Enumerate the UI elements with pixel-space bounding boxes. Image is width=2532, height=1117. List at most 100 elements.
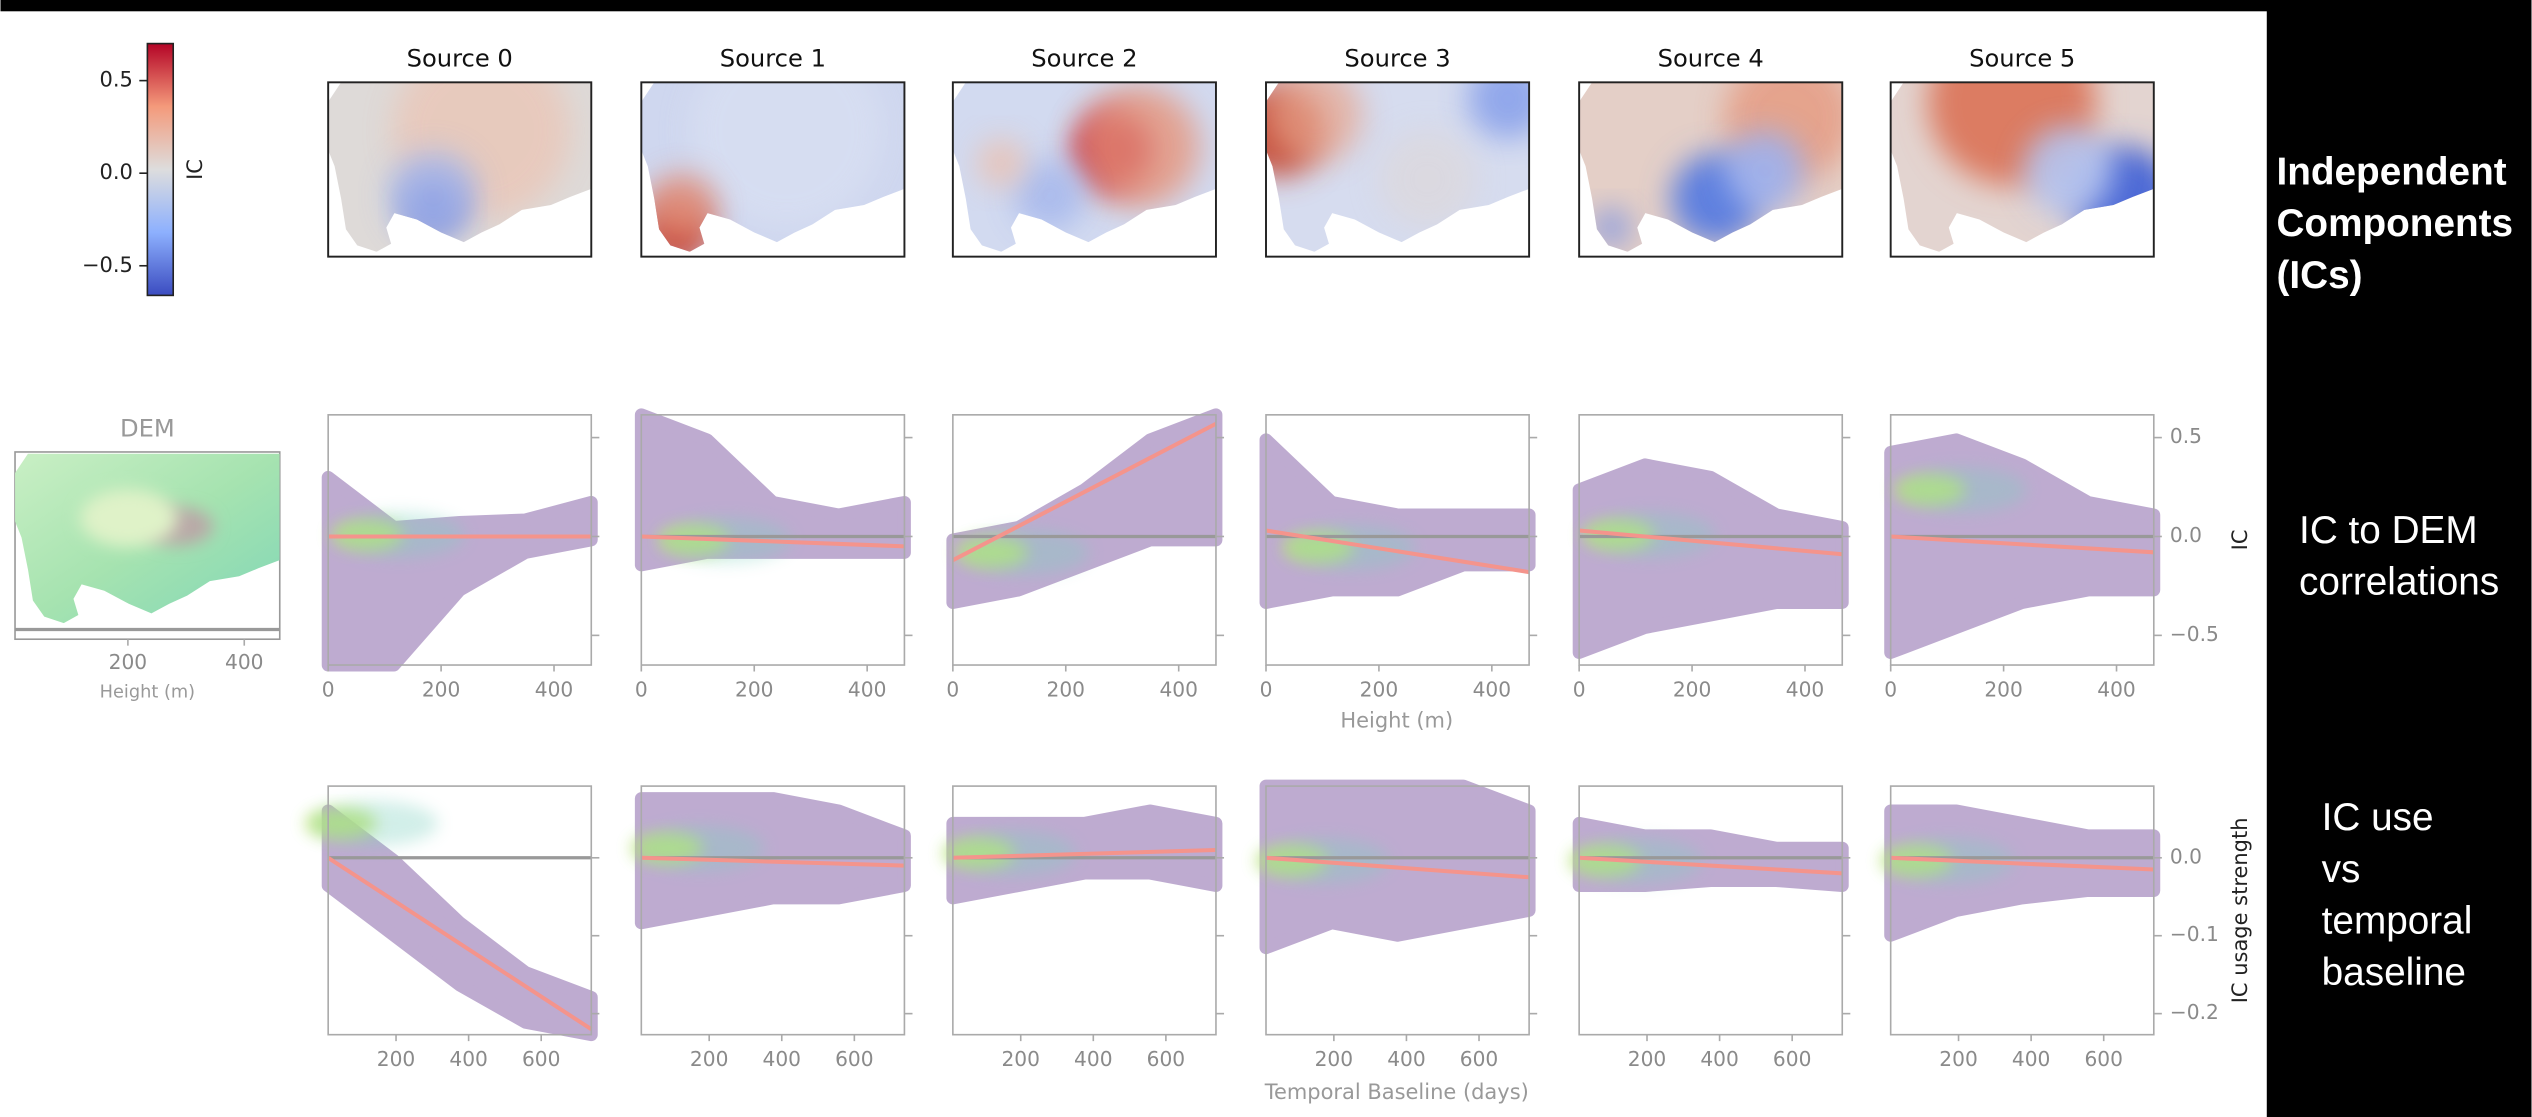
ic-map-blob [1266, 66, 1363, 163]
point-cloud [328, 477, 591, 665]
ic-map-blob [977, 139, 1025, 187]
x-tick-label: 400 [2012, 1047, 2050, 1071]
row-label: correlations [2299, 561, 2499, 604]
x-tick-label: 200 [422, 677, 460, 701]
dem-mid [80, 489, 177, 547]
x-tick-label: 200 [1360, 677, 1398, 701]
x-tick-label: 0 [1573, 677, 1586, 701]
scatter-panel: 200 400 600 [632, 786, 912, 1071]
ic-map-blob [2023, 126, 2113, 216]
x-tick-label: 200 [735, 677, 773, 701]
row-label: baseline [2322, 951, 2466, 994]
y-axis-label: IC usage strength [2228, 818, 2252, 1004]
scatter-panel: 0 200 400 [1573, 415, 1851, 702]
x-tick-label: 400 [1159, 677, 1197, 701]
x-tick-label: 0 [946, 677, 959, 701]
x-tick-label: 600 [522, 1047, 560, 1071]
source-title: Source 5 [1969, 45, 2075, 73]
x-tick-label: 400 [848, 677, 886, 701]
y-tick-label: −0.5 [2170, 622, 2219, 646]
row-label: Components [2276, 202, 2513, 245]
ic-map-blob [1077, 86, 1200, 209]
row-label: IC to DEM [2299, 509, 2478, 552]
scatter-panel: 0 200 400 [1260, 415, 1538, 702]
colorbar-tick-label: 0.0 [99, 160, 132, 184]
x-tick-label: 400 [763, 1047, 801, 1071]
scatter-panel: 200 400 600 [1257, 786, 1537, 1071]
ic-map-land [328, 42, 591, 257]
source-title: Source 3 [1344, 45, 1450, 73]
x-tick-label: 200 [690, 1047, 728, 1071]
row-label: IC use [2322, 796, 2434, 839]
x-tick-label: 600 [1773, 1047, 1811, 1071]
x-tick-label: 0 [1260, 677, 1273, 701]
x-tick-label: 400 [1700, 1047, 1738, 1071]
source-title: Source 4 [1658, 45, 1764, 73]
point-cloud [1266, 440, 1529, 603]
colorbar-label: IC [183, 159, 207, 180]
dem-map [15, 452, 280, 639]
x-tick-label: 600 [1147, 1047, 1185, 1071]
ic-map-blob [388, 150, 478, 240]
x-tick-label: 400 [1074, 1047, 1112, 1071]
ic-map [328, 42, 591, 257]
row-label: Independent [2276, 151, 2506, 194]
row-label: (ICs) [2276, 254, 2362, 297]
ic-map [1579, 53, 1853, 256]
x-tick-label: 600 [2084, 1047, 2122, 1071]
row-label: vs [2322, 848, 2361, 891]
source-title: Source 0 [407, 45, 513, 73]
x-tick-label: 400 [1387, 1047, 1425, 1071]
y-tick-label: 0.0 [2170, 844, 2202, 868]
x-axis-label: Height (m) [1340, 709, 1453, 733]
ic-map-blob [1468, 58, 1549, 139]
scatter-panel: 200 400 600 [944, 786, 1224, 1071]
source-title: Source 2 [1031, 45, 1137, 73]
dem-tick-label: 200 [109, 650, 147, 674]
x-tick-label: 200 [1984, 677, 2022, 701]
panel-frame [1579, 786, 1842, 1035]
x-tick-label: 0 [635, 677, 648, 701]
y-tick-label: 0.0 [2170, 523, 2202, 547]
ic-map [953, 82, 1216, 256]
ic-map-blob [1379, 131, 1476, 228]
scatter-panel: 0 200 400 [635, 415, 913, 702]
density-halo [1898, 467, 2027, 512]
x-tick-label: 0 [1884, 677, 1897, 701]
x-tick-label: 600 [1460, 1047, 1498, 1071]
x-tick-label: 200 [1047, 677, 1085, 701]
ic-map [1234, 58, 1549, 257]
source-title: Source 1 [720, 45, 826, 73]
x-tick-label: 600 [835, 1047, 873, 1071]
y-tick-label: −0.2 [2170, 1000, 2219, 1024]
x-tick-label: 400 [535, 677, 573, 701]
ic-map-land [1579, 53, 1853, 256]
x-tick-label: 200 [1315, 1047, 1353, 1071]
top-bar [0, 0, 2531, 11]
x-tick-label: 200 [1673, 677, 1711, 701]
ic-map-land [1234, 58, 1549, 257]
y-tick-label: −0.1 [2170, 922, 2219, 946]
colorbar [147, 44, 173, 296]
x-tick-label: 400 [1786, 677, 1824, 701]
colorbar-tick-label: 0.5 [99, 68, 132, 92]
x-tick-label: 400 [1473, 677, 1511, 701]
fit-line [328, 858, 591, 1029]
row-label: temporal [2322, 900, 2473, 943]
dem-xlabel: Height (m) [100, 682, 195, 702]
x-tick-label: 200 [377, 1047, 415, 1071]
ic-map-blob [1592, 208, 1631, 247]
dem-tick-label: 400 [225, 650, 263, 674]
y-axis-label: IC [2228, 530, 2252, 551]
dem-title: DEM [120, 414, 175, 442]
x-tick-label: 200 [1001, 1047, 1039, 1071]
colorbar-tick-label: −0.5 [82, 253, 133, 277]
ic-map-blob [1014, 160, 1085, 231]
ic-map-blob [646, 173, 717, 244]
ic-map-land [953, 82, 1216, 256]
point-cloud [1579, 465, 1842, 653]
